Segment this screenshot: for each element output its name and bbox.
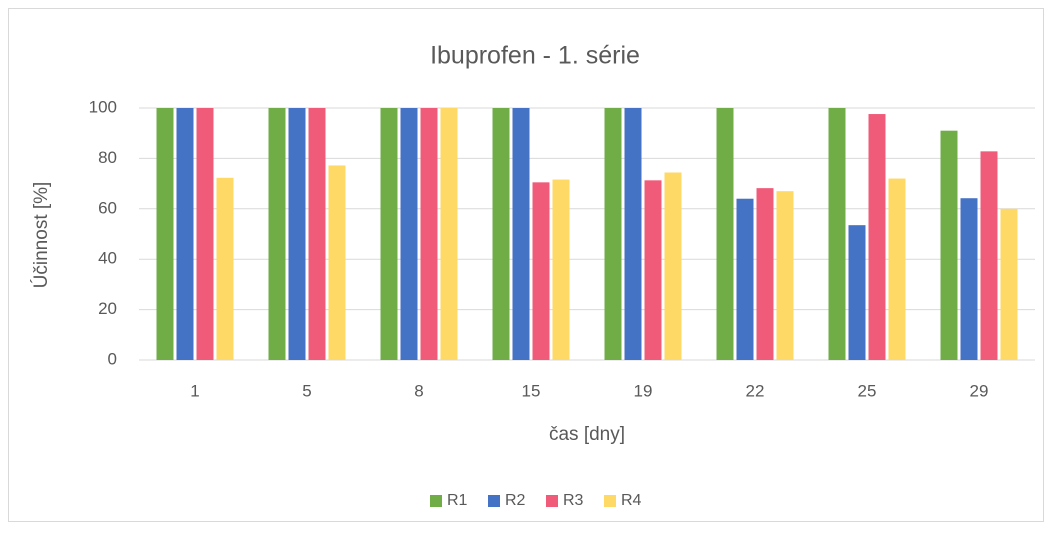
bar — [268, 108, 286, 360]
y-axis-label: Účinnost [%] — [30, 182, 52, 289]
bar — [176, 108, 194, 360]
y-tick-label: 40 — [98, 249, 117, 268]
bar — [828, 108, 846, 360]
legend-swatch — [488, 495, 500, 507]
bar — [604, 108, 622, 360]
bar — [532, 182, 550, 360]
bar — [420, 108, 438, 360]
bar — [644, 180, 662, 360]
bar — [440, 108, 458, 360]
bar — [868, 114, 886, 360]
bar — [308, 108, 326, 360]
bar — [888, 178, 906, 360]
bar — [624, 108, 642, 360]
legend-label: R1 — [447, 492, 468, 509]
bar — [776, 191, 794, 360]
x-tick-label: 22 — [746, 381, 765, 400]
chart-title: Ibuprofen - 1. série — [430, 42, 640, 70]
x-tick-label: 8 — [414, 381, 423, 400]
bar — [756, 188, 774, 360]
x-axis-label: čas [dny] — [549, 424, 625, 445]
bar — [664, 172, 682, 360]
bar — [288, 108, 306, 360]
bar — [380, 108, 398, 360]
bar — [716, 108, 734, 360]
bar — [1000, 208, 1018, 360]
bar — [960, 198, 978, 360]
bar — [492, 108, 510, 360]
y-tick-label: 60 — [98, 198, 117, 217]
bar — [400, 108, 418, 360]
x-tick-label: 19 — [634, 381, 653, 400]
y-tick-label: 80 — [98, 148, 117, 167]
bar — [736, 198, 754, 360]
legend-swatch — [430, 495, 442, 507]
x-tick-label: 5 — [302, 381, 311, 400]
y-tick-label: 20 — [98, 299, 117, 318]
bar — [552, 179, 570, 360]
y-tick-label: 100 — [89, 97, 117, 116]
x-tick-label: 29 — [970, 381, 989, 400]
legend-label: R3 — [563, 492, 584, 509]
bar — [980, 151, 998, 360]
bar — [848, 225, 866, 360]
bar — [216, 177, 234, 360]
x-tick-label: 1 — [190, 381, 199, 400]
y-tick-label: 0 — [108, 349, 117, 368]
x-tick-label: 25 — [858, 381, 877, 400]
legend-swatch — [604, 495, 616, 507]
bar — [196, 108, 214, 360]
legend-label: R2 — [505, 492, 526, 509]
legend-swatch — [546, 495, 558, 507]
x-tick-label: 15 — [522, 381, 541, 400]
bar — [940, 130, 958, 360]
bar — [156, 108, 174, 360]
bar — [512, 108, 530, 360]
bar — [328, 165, 346, 360]
legend-label: R4 — [621, 492, 642, 509]
